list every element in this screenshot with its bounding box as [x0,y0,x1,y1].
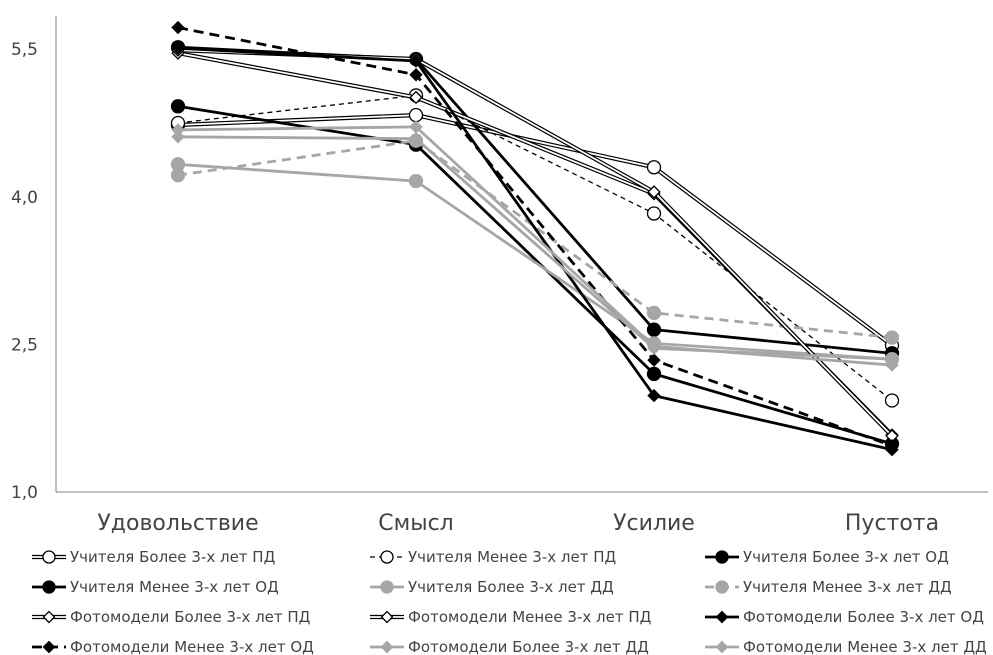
legend-label: Фотомодели Более 3-х лет ДД [408,638,649,655]
data-point-marker [42,550,56,564]
data-point-marker [42,610,56,624]
data-point-marker [885,358,899,372]
data-point-marker [884,393,900,408]
x-category-labels: Удовольствие Смысл Усилие Пустота [97,511,939,536]
data-point-marker [646,322,662,337]
data-point-marker [171,123,185,137]
legend-label: Фотомодели Более 3-х лет ПД [70,608,310,626]
legend: Учителя Более 3-х лет ПД Учителя Менее 3-… [32,548,987,655]
data-point-marker [171,41,185,55]
series-2-учителя-менее-3-х-лет-пд [170,88,900,408]
data-point-marker [380,610,394,624]
legend-label: Фотомодели Менее 3-х лет ПД [408,608,651,626]
series-6-учителя-менее-3-х-лет-дд [170,133,900,345]
legend-item: Фотомодели Более 3-х лет ПД [32,608,310,626]
legend-label: Учителя Более 3-х лет ОД [743,548,949,566]
x-category-label: Удовольствие [97,511,258,536]
data-point-marker [647,339,661,354]
legend-label: Учителя Более 3-х лет ДД [408,578,614,596]
series-9-фотомодели-более-3-х-лет-од [171,41,899,457]
legend-item: Фотомодели Менее 3-х лет ДД [705,638,987,655]
data-point-marker [380,580,394,594]
data-point-marker [647,185,661,199]
y-tick-label: 2,5 [11,335,38,355]
series-group [170,20,900,457]
series-5-учителя-более-3-х-лет-дд [170,157,900,367]
legend-item: Учителя Более 3-х лет ДД [370,578,614,596]
series-10-фотомодели-менее-3-х-лет-од [171,20,899,453]
legend-item: Учителя Менее 3-х лет ПД [370,548,616,566]
legend-label: Фотомодели Менее 3-х лет ДД [743,638,987,655]
legend-item: Фотомодели Менее 3-х лет ОД [32,638,314,655]
series-line [177,135,893,361]
series-3-учителя-более-3-х-лет-од [170,40,900,361]
data-point-marker [170,99,186,114]
data-point-marker [715,610,729,624]
data-point-marker [409,90,423,105]
y-tick-label: 4,0 [11,188,38,208]
data-point-marker [715,550,729,564]
data-point-marker [409,120,423,134]
x-category-label: Усилие [613,511,695,536]
data-point-marker [884,330,900,345]
legend-label: Фотомодели Более 3-х лет ОД [743,608,984,626]
legend-item: Фотомодели Более 3-х лет ОД [705,608,984,626]
series-line [177,26,893,448]
legend-item: Учителя Менее 3-х лет ДД [705,578,952,596]
legend-label: Учителя Менее 3-х лет ДД [743,578,952,596]
y-tick-label: 5,5 [11,40,38,60]
series-line [177,94,893,402]
legend-item: Учителя Менее 3-х лет ОД [32,578,279,596]
data-point-marker [646,160,662,175]
series-line [177,104,893,446]
data-point-marker [170,168,186,183]
data-point-marker [646,206,662,221]
data-point-marker [409,132,423,146]
data-point-marker [646,366,662,382]
data-point-marker [715,580,729,594]
data-point-marker [646,305,662,321]
data-point-marker [171,130,185,144]
legend-item: Учителя Более 3-х лет ПД [32,548,275,566]
data-point-marker [409,54,423,68]
series-line [177,45,893,355]
series-line [177,162,893,361]
y-tick-label: 1,0 [11,483,38,503]
series-line-inner [177,114,893,347]
data-point-marker [885,439,899,453]
series-line [177,139,893,339]
data-point-marker [409,68,423,82]
legend-item: Учителя Более 3-х лет ОД [705,548,949,566]
data-point-marker [42,580,56,594]
data-point-marker [715,640,729,654]
data-point-marker [171,20,185,35]
legend-label: Учителя Менее 3-х лет ОД [70,578,279,596]
data-point-marker [647,353,661,367]
data-point-marker [380,550,394,564]
data-point-marker [42,640,56,654]
series-4-учителя-менее-3-х-лет-од [170,99,900,451]
series-line [177,46,893,452]
data-point-marker [647,388,661,403]
x-category-label: Смысл [378,511,454,536]
data-point-marker [380,640,394,654]
x-category-label: Пустота [845,511,939,536]
series-line [177,125,893,367]
legend-label: Фотомодели Менее 3-х лет ОД [70,638,314,655]
legend-label: Учителя Менее 3-х лет ПД [408,548,616,566]
data-point-marker [408,173,424,189]
series-12-фотомодели-менее-3-х-лет-дд [171,120,899,372]
data-point-marker [408,107,424,123]
y-tick-labels: 1,0 2,5 4,0 5,5 [11,40,38,503]
legend-label: Учителя Более 3-х лет ПД [70,548,275,566]
legend-item: Фотомодели Более 3-х лет ДД [370,638,649,655]
legend-item: Фотомодели Менее 3-х лет ПД [370,608,651,626]
